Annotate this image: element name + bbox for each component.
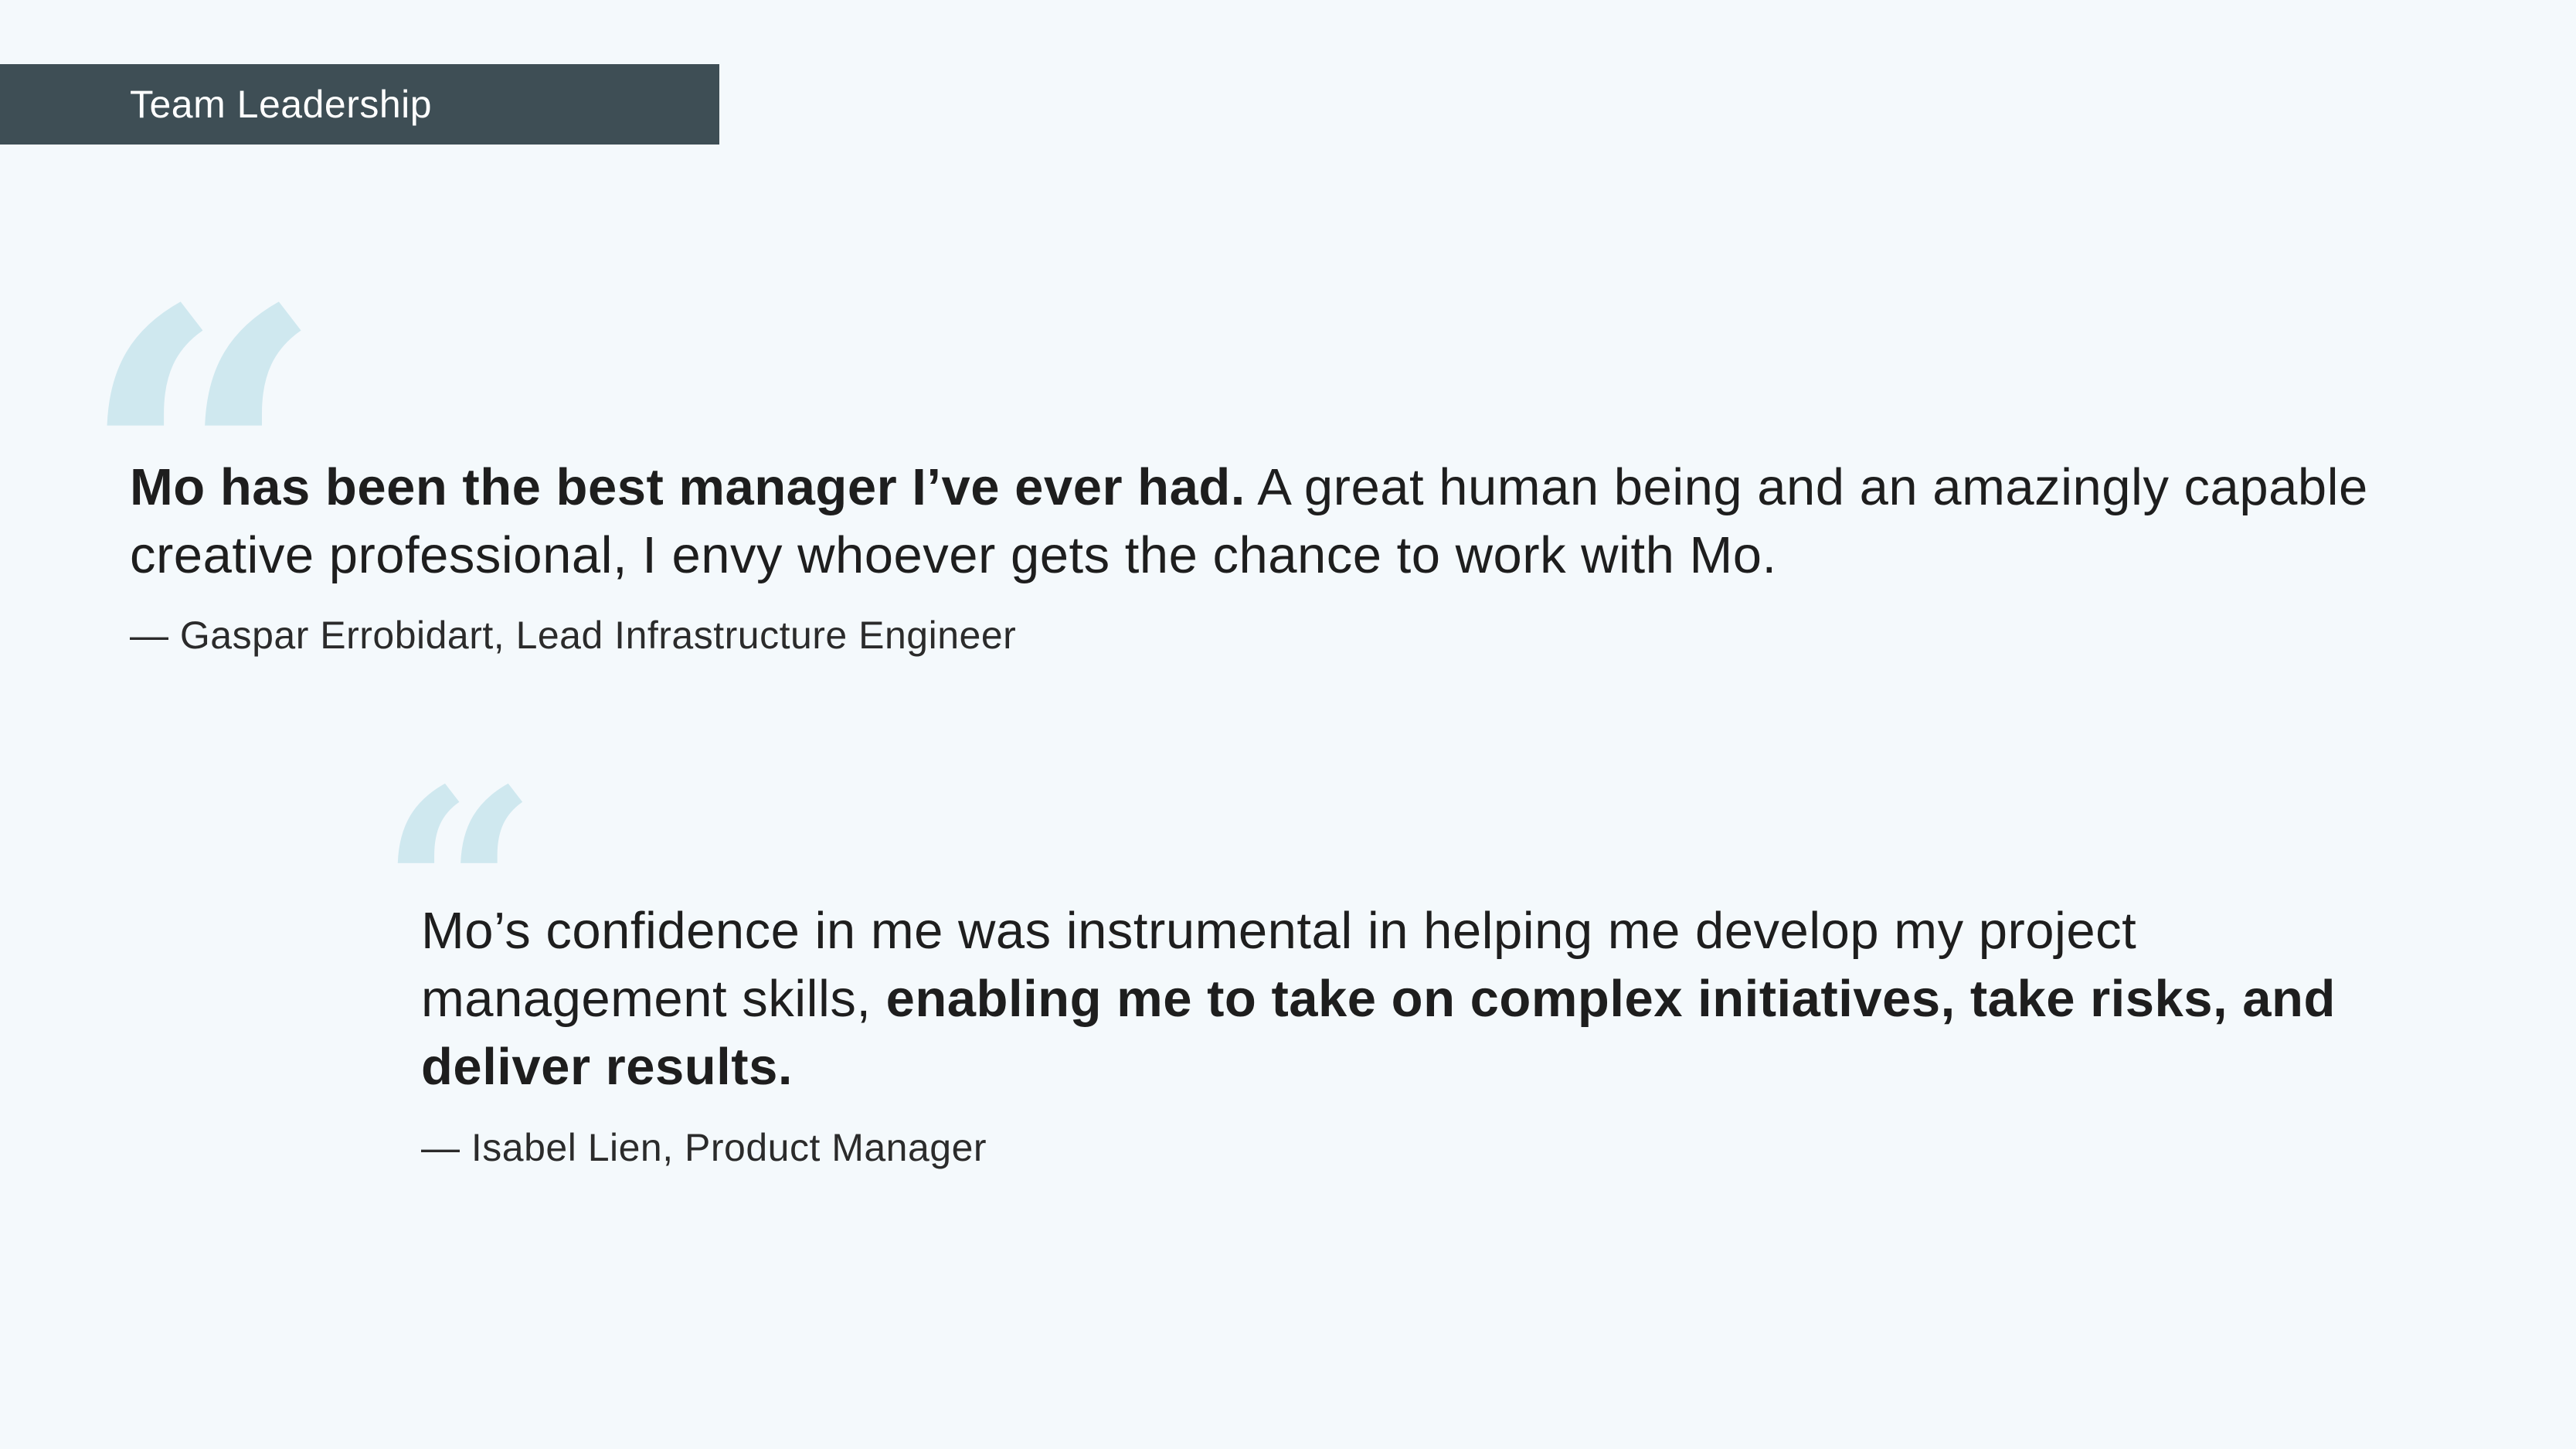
section-tag-label: Team Leadership	[130, 83, 433, 126]
testimonial-attribution: — Isabel Lien, Product Manager	[421, 1126, 987, 1169]
quote-mark-icon: “	[77, 217, 327, 726]
section-tag: Team Leadership	[0, 64, 719, 145]
testimonial-quote-text: Mo’s confidence in me was instrumental i…	[421, 902, 2137, 1028]
testimonial-quote-highlight: enabling me to take on complex initiativ…	[421, 970, 2336, 1096]
quote-mark-icon: “	[379, 729, 539, 1056]
testimonial-attribution: — Gaspar Errobidart, Lead Infrastructure…	[130, 614, 1017, 657]
testimonial-quote: Mo’s confidence in me was instrumental i…	[421, 897, 2360, 1101]
testimonial-quote-highlight: Mo has been the best manager I’ve ever h…	[130, 458, 1246, 516]
testimonial-quote: Mo has been the best manager I’ve ever h…	[130, 454, 2417, 590]
testimonial-quote-text: A great human being and an amazingly cap…	[130, 458, 2368, 584]
